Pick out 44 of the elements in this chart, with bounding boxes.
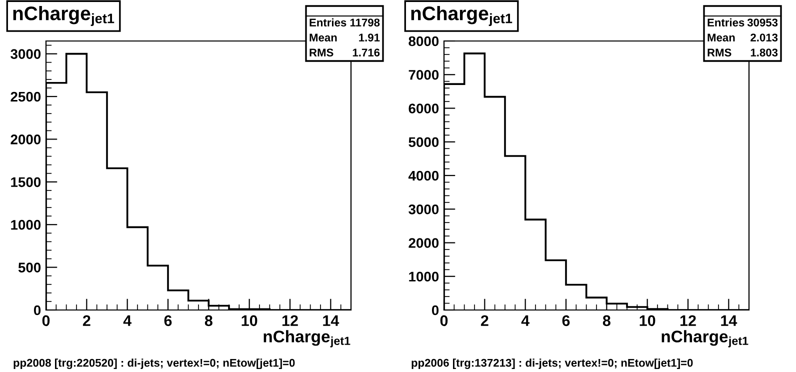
x-tick-label: 10 [242,315,258,326]
y-tick-label: 0 [34,305,41,316]
y-tick-label: 2000 [10,134,41,144]
text: Entries 30953 [708,18,778,26]
x-tick-label: 14 [323,315,340,326]
x-tick-label: 2 [480,315,488,326]
chart-title: nCharge$_{jet1}$ [13,6,114,26]
text: pp2008 [trg:220520] : di-jets; vertex!=0; nEtow[jet1]=0 [14,358,295,369]
y-tick-label: 7000 [408,70,439,80]
y-tick-label: 0 [432,305,439,316]
y-tick-label: 5000 [408,137,439,148]
x-tick-label: 8 [602,315,610,326]
x-tick-label: 4 [123,315,132,326]
y-tick-label: 4000 [408,170,439,181]
text: Entries 11798 [310,18,380,26]
y-tick-label: 6000 [408,104,439,114]
x-tick-label: 2 [82,315,90,326]
x-tick-label: 14 [721,315,738,326]
y-tick-label: 2000 [408,238,439,248]
y-tick-label: 500 [18,262,41,272]
x-tick-label: 12 [680,315,696,326]
text: RMS 1.716 [310,48,380,56]
x-tick-label: 12 [282,315,298,326]
x-tick-label: 6 [562,315,570,326]
y-tick-label: 1500 [11,177,41,188]
x-tick-label: 6 [164,315,172,326]
y-tick-label: 1000 [11,220,41,230]
x-tick-label: 0 [440,315,448,326]
x-axis-title: nCharge$_{jet1}$ [264,330,350,348]
x-axis-title: nCharge$_{jet1}$ [662,330,748,348]
x-tick-label: 8 [204,315,212,326]
y-tick-label: 2500 [10,92,41,102]
text: Mean 1.91 [310,34,380,42]
text: pp2006 [trg:137213] : di-jets; vertex!=0; nEtow[jet1]=0 [412,358,693,369]
x-tick-label: 10 [640,315,656,326]
y-tick-label: 3000 [408,204,439,214]
x-tick-label: 0 [42,315,50,326]
y-tick-label: 8000 [408,36,439,46]
text: Mean 2.013 [708,34,778,42]
chart-title: nCharge$_{jet1}$ [411,6,512,26]
y-tick-label: 3000 [10,49,41,59]
y-tick-label: 1000 [409,272,439,282]
x-tick-label: 4 [521,315,530,326]
text: RMS 1.803 [708,48,778,56]
